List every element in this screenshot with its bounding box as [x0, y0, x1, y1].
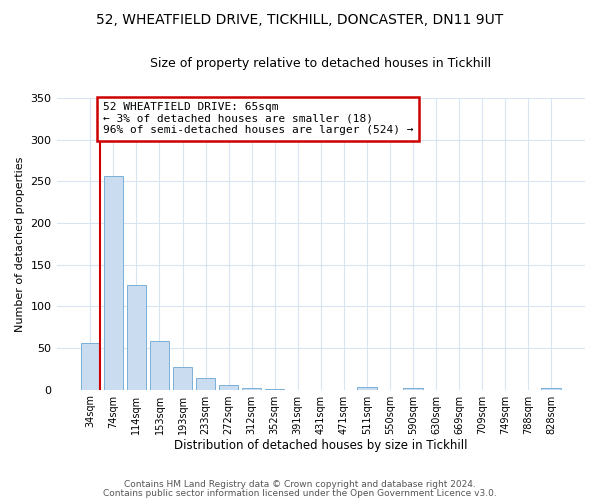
Bar — [80, 343, 100, 390]
Bar — [219, 386, 238, 390]
Text: 52, WHEATFIELD DRIVE, TICKHILL, DONCASTER, DN11 9UT: 52, WHEATFIELD DRIVE, TICKHILL, DONCASTE… — [97, 12, 503, 26]
Title: Size of property relative to detached houses in Tickhill: Size of property relative to detached ho… — [150, 58, 491, 70]
Bar — [357, 387, 377, 390]
Bar — [173, 367, 193, 390]
Y-axis label: Number of detached properties: Number of detached properties — [15, 156, 25, 332]
Bar — [403, 388, 423, 390]
Text: Contains HM Land Registry data © Crown copyright and database right 2024.: Contains HM Land Registry data © Crown c… — [124, 480, 476, 489]
Bar — [242, 388, 262, 390]
Text: 52 WHEATFIELD DRIVE: 65sqm
← 3% of detached houses are smaller (18)
96% of semi-: 52 WHEATFIELD DRIVE: 65sqm ← 3% of detac… — [103, 102, 413, 136]
Bar — [104, 176, 123, 390]
Text: Contains public sector information licensed under the Open Government Licence v3: Contains public sector information licen… — [103, 490, 497, 498]
Bar — [127, 284, 146, 390]
Bar — [541, 388, 561, 390]
Bar — [149, 342, 169, 390]
Bar — [265, 389, 284, 390]
Bar — [196, 378, 215, 390]
X-axis label: Distribution of detached houses by size in Tickhill: Distribution of detached houses by size … — [174, 440, 467, 452]
